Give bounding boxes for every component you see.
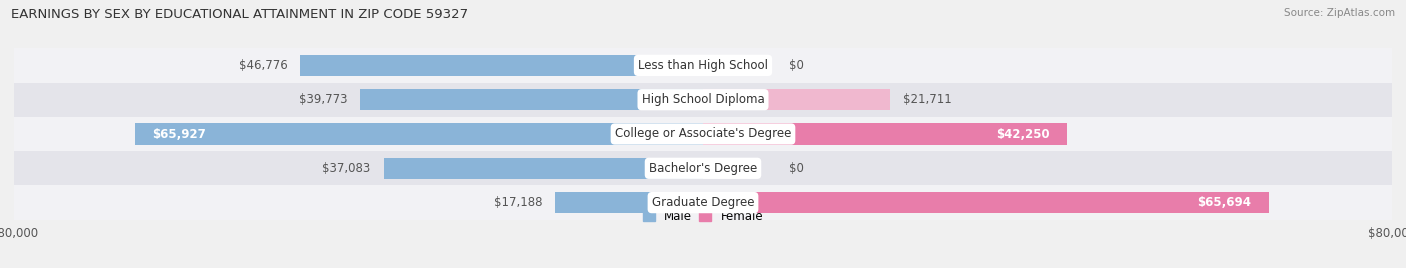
Bar	[14, 83, 1392, 117]
Text: $37,083: $37,083	[322, 162, 371, 175]
FancyBboxPatch shape	[14, 0, 1392, 268]
Text: Bachelor's Degree: Bachelor's Degree	[650, 162, 756, 175]
Text: $17,188: $17,188	[494, 196, 543, 209]
Text: Source: ZipAtlas.com: Source: ZipAtlas.com	[1284, 8, 1395, 18]
Bar	[703, 89, 890, 110]
Bar	[135, 123, 703, 145]
Bar	[14, 117, 1392, 151]
Text: EARNINGS BY SEX BY EDUCATIONAL ATTAINMENT IN ZIP CODE 59327: EARNINGS BY SEX BY EDUCATIONAL ATTAINMEN…	[11, 8, 468, 21]
Text: $42,250: $42,250	[995, 128, 1050, 140]
FancyBboxPatch shape	[14, 0, 1392, 268]
Bar	[555, 192, 703, 213]
FancyBboxPatch shape	[14, 0, 1392, 268]
Text: $0: $0	[789, 162, 804, 175]
Text: Less than High School: Less than High School	[638, 59, 768, 72]
Legend: Male, Female: Male, Female	[638, 205, 768, 228]
Text: College or Associate's Degree: College or Associate's Degree	[614, 128, 792, 140]
Text: $46,776: $46,776	[239, 59, 287, 72]
Text: $0: $0	[789, 59, 804, 72]
FancyBboxPatch shape	[14, 0, 1392, 268]
Bar	[384, 158, 703, 179]
Bar	[14, 185, 1392, 220]
Text: $39,773: $39,773	[299, 93, 347, 106]
Text: $21,711: $21,711	[903, 93, 952, 106]
Bar	[703, 192, 1268, 213]
Bar	[360, 89, 703, 110]
Text: High School Diploma: High School Diploma	[641, 93, 765, 106]
FancyBboxPatch shape	[14, 0, 1392, 268]
Bar	[14, 151, 1392, 185]
Text: $65,927: $65,927	[152, 128, 207, 140]
Text: $65,694: $65,694	[1198, 196, 1251, 209]
Bar	[703, 123, 1067, 145]
Bar	[299, 55, 703, 76]
Text: Graduate Degree: Graduate Degree	[652, 196, 754, 209]
Bar	[14, 48, 1392, 83]
